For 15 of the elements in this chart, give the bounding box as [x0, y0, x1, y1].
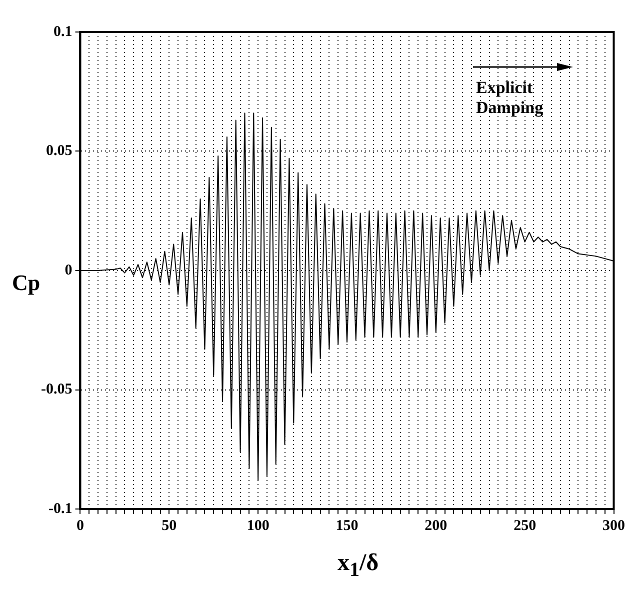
y-tick-label: -0.1: [48, 500, 72, 517]
y-tick-label: 0.1: [53, 24, 72, 40]
x-tick-label: 100: [246, 518, 270, 534]
x-tick-label: 300: [602, 518, 625, 534]
y-tick-label: 0: [64, 262, 72, 278]
y-tick-label: 0.05: [46, 143, 72, 160]
x-axis-title: x$_{1}$/δ: [336, 550, 380, 582]
x-tick-label: 150: [336, 518, 358, 534]
annotation: Explicit Damping: [476, 78, 544, 118]
x-tick-label: 200: [424, 518, 448, 534]
y-axis-title: Cp: [12, 270, 40, 296]
x-tick-label: 0: [76, 518, 84, 534]
y-tick-label: -0.05: [40, 382, 72, 398]
x-tick-label: 50: [162, 518, 177, 534]
x-tick-label: 250: [514, 518, 536, 534]
